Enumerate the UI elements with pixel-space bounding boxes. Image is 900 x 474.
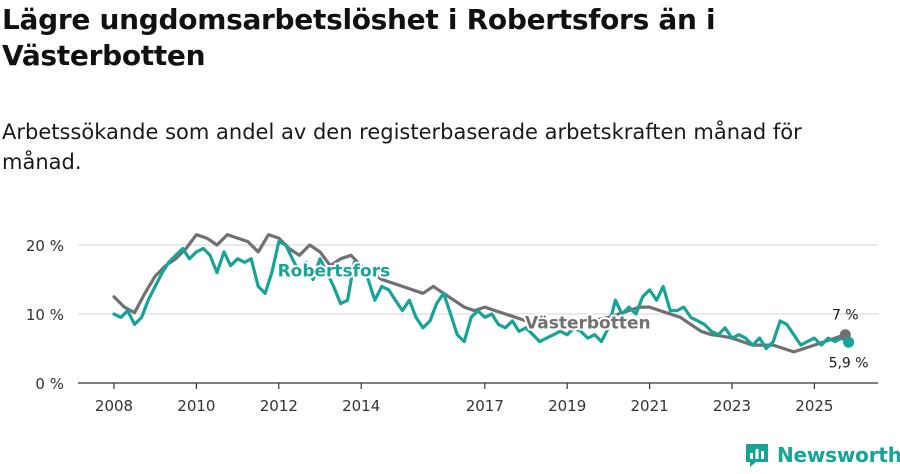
- brand-name: Newsworthy: [777, 443, 900, 467]
- end-point-robertsfors: [843, 336, 855, 348]
- x-tick-label: 2010: [177, 397, 215, 415]
- series-labels: Robertsfors Västerbotten 7 % 5,9 %: [276, 260, 869, 372]
- brand-footer: Newsworthy: [744, 442, 900, 468]
- x-tick-label: 2012: [260, 397, 298, 415]
- series-line-v-sterbotten: [112, 233, 847, 354]
- end-value-label-robertsfors: 5,9 %: [829, 355, 869, 371]
- y-tick-label: 10 %: [26, 306, 64, 324]
- x-tick-label: 2023: [713, 397, 751, 415]
- x-tick-label: 2014: [342, 397, 380, 415]
- page-title: Lägre ungdomsarbetslöshet i Robertsfors …: [2, 3, 716, 72]
- y-tick-label: 20 %: [26, 237, 64, 255]
- axes: 0 % 10 % 20 % 2008 2010 2012 2014 2017 2019 2021 2…: [26, 237, 878, 415]
- x-tick-label: 2019: [548, 397, 586, 415]
- end-value-label-vasterbotten: 7 %: [832, 308, 859, 324]
- newsworthy-logo-icon: [746, 444, 768, 467]
- x-tick-label: 2021: [631, 397, 669, 415]
- page-subtitle: Arbetssökande som andel av den registerb…: [2, 120, 802, 174]
- grid-lines: [78, 244, 878, 315]
- x-tick-label: 2008: [95, 397, 133, 415]
- y-tick-label: 0 %: [35, 375, 64, 393]
- series-line-robertsfors: [112, 240, 851, 351]
- series-name-label-v-sterbotten: Västerbotten: [525, 313, 651, 333]
- series-lines: [112, 233, 855, 354]
- x-tick-label: 2025: [795, 397, 833, 415]
- series-name-label-robertsfors: Robertsfors: [278, 262, 391, 282]
- x-tick-label: 2017: [466, 397, 504, 415]
